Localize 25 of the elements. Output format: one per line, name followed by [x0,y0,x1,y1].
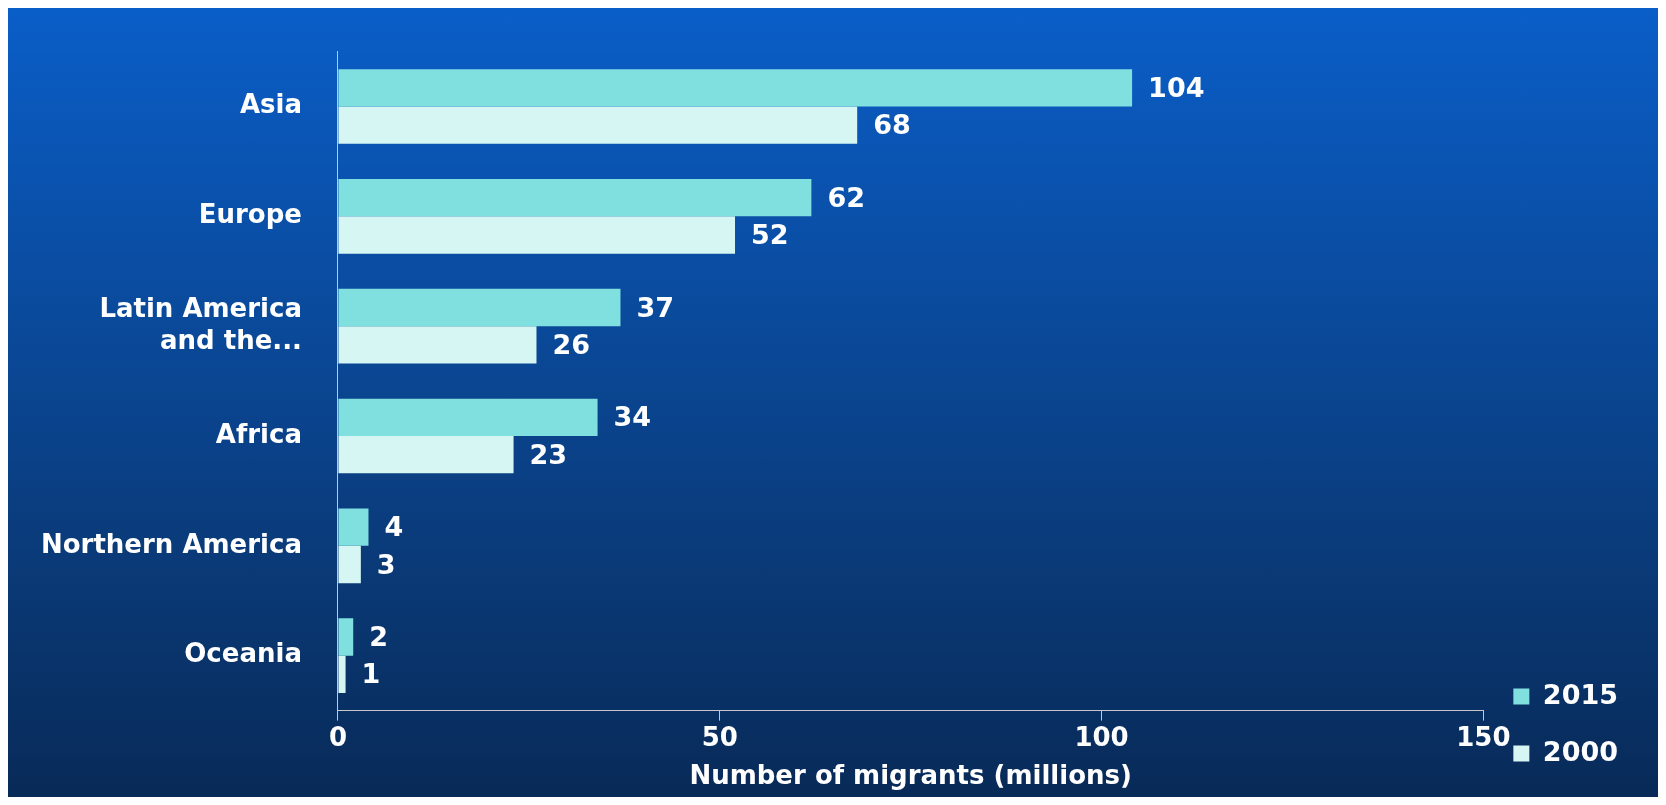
data-label: 3 [376,548,396,580]
x-tick-label: 100 [1074,721,1129,752]
data-label: 52 [751,219,789,251]
y-tick-label: Oceania [184,638,302,669]
data-label: 4 [384,511,404,543]
data-label: 26 [552,328,591,360]
x-axis-title: Number of migrants (millions) [689,760,1132,791]
y-tick-label: Africa [215,418,302,449]
y-tick-label: Europe [198,199,302,230]
data-label: 34 [613,401,652,433]
x-tick-label: 50 [701,721,738,752]
x-tick-label: 150 [1456,721,1511,752]
data-label: 104 [1148,71,1205,103]
y-tick-label: Latin America and the... [99,293,302,355]
data-label: 68 [873,109,911,141]
x-tick-label: 0 [328,721,347,752]
data-label: 23 [529,438,568,470]
data-label: 37 [636,291,675,323]
data-label: 1 [361,658,381,690]
y-tick-label: Northern America [40,528,302,559]
legend-label: 2015 [1542,678,1619,710]
y-tick-label: Asia [239,89,302,120]
legend-label: 2000 [1542,735,1619,767]
data-label: 62 [827,181,865,213]
data-label: 2 [369,621,389,653]
